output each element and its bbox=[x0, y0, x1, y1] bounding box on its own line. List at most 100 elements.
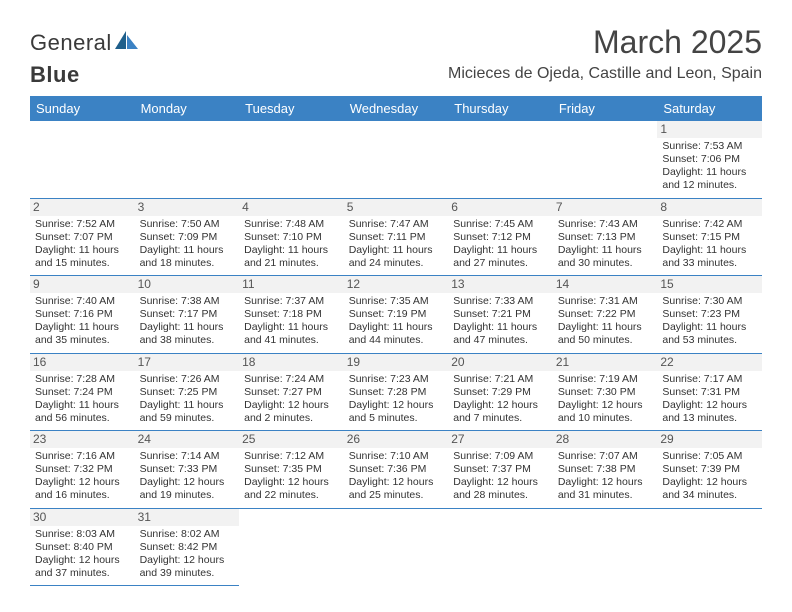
day-number: 19 bbox=[344, 354, 449, 371]
sunrise-line: Sunrise: 7:24 AM bbox=[244, 373, 339, 386]
sunrise-line: Sunrise: 7:35 AM bbox=[349, 295, 444, 308]
sunset-line: Sunset: 7:29 PM bbox=[453, 386, 548, 399]
daylight-line: Daylight: 12 hours and 28 minutes. bbox=[453, 476, 548, 502]
day-number: 23 bbox=[30, 431, 135, 448]
sunrise-line: Sunrise: 7:17 AM bbox=[662, 373, 757, 386]
day-number: 9 bbox=[30, 276, 135, 293]
sunset-line: Sunset: 7:17 PM bbox=[140, 308, 235, 321]
day-cell: 8Sunrise: 7:42 AMSunset: 7:15 PMDaylight… bbox=[657, 198, 762, 276]
day-number: 1 bbox=[657, 121, 762, 138]
day-cell: 21Sunrise: 7:19 AMSunset: 7:30 PMDayligh… bbox=[553, 353, 658, 431]
sunrise-line: Sunrise: 7:42 AM bbox=[662, 218, 757, 231]
day-header: Tuesday bbox=[239, 96, 344, 121]
day-number: 7 bbox=[553, 199, 658, 216]
empty-cell bbox=[239, 121, 344, 198]
sunrise-line: Sunrise: 7:28 AM bbox=[35, 373, 130, 386]
day-cell: 3Sunrise: 7:50 AMSunset: 7:09 PMDaylight… bbox=[135, 198, 240, 276]
empty-cell bbox=[448, 121, 553, 198]
day-number: 10 bbox=[135, 276, 240, 293]
day-number: 11 bbox=[239, 276, 344, 293]
sunset-line: Sunset: 7:13 PM bbox=[558, 231, 653, 244]
day-cell: 14Sunrise: 7:31 AMSunset: 7:22 PMDayligh… bbox=[553, 276, 658, 354]
sunset-line: Sunset: 7:21 PM bbox=[453, 308, 548, 321]
day-header: Thursday bbox=[448, 96, 553, 121]
daylight-line: Daylight: 12 hours and 39 minutes. bbox=[140, 554, 235, 580]
sunrise-line: Sunrise: 7:33 AM bbox=[453, 295, 548, 308]
day-number: 6 bbox=[448, 199, 553, 216]
day-number: 30 bbox=[30, 509, 135, 526]
sunset-line: Sunset: 7:35 PM bbox=[244, 463, 339, 476]
sunrise-line: Sunrise: 7:48 AM bbox=[244, 218, 339, 231]
sunrise-line: Sunrise: 7:07 AM bbox=[558, 450, 653, 463]
logo: GeneralBlue bbox=[30, 30, 140, 88]
daylight-line: Daylight: 12 hours and 10 minutes. bbox=[558, 399, 653, 425]
sunset-line: Sunset: 7:27 PM bbox=[244, 386, 339, 399]
logo-text: GeneralBlue bbox=[30, 30, 140, 88]
sunset-line: Sunset: 7:09 PM bbox=[140, 231, 235, 244]
sunset-line: Sunset: 7:11 PM bbox=[349, 231, 444, 244]
day-header: Wednesday bbox=[344, 96, 449, 121]
day-number: 24 bbox=[135, 431, 240, 448]
day-cell: 29Sunrise: 7:05 AMSunset: 7:39 PMDayligh… bbox=[657, 431, 762, 509]
daylight-line: Daylight: 11 hours and 18 minutes. bbox=[140, 244, 235, 270]
day-header: Friday bbox=[553, 96, 658, 121]
day-cell: 24Sunrise: 7:14 AMSunset: 7:33 PMDayligh… bbox=[135, 431, 240, 509]
day-cell: 31 Sunrise: 8:02 AMSunset: 8:42 PMDayligh… bbox=[135, 508, 240, 586]
sunrise-line: Sunrise: 7:47 AM bbox=[349, 218, 444, 231]
calendar-row: 1Sunrise: 7:53 AMSunset: 7:06 PMDaylight… bbox=[30, 121, 762, 198]
daylight-line: Daylight: 12 hours and 5 minutes. bbox=[349, 399, 444, 425]
empty-cell bbox=[448, 508, 553, 586]
day-number: 3 bbox=[135, 199, 240, 216]
daylight-line: Daylight: 11 hours and 12 minutes. bbox=[662, 166, 757, 192]
sunset-line: Sunset: 7:06 PM bbox=[662, 153, 757, 166]
calendar-row: 23Sunrise: 7:16 AMSunset: 7:32 PMDayligh… bbox=[30, 431, 762, 509]
sunrise-line: Sunrise: 7:37 AM bbox=[244, 295, 339, 308]
logo-text-2: Blue bbox=[30, 62, 80, 87]
calendar-row: 30Sunrise: 8:03 AMSunset: 8:40 PMDayligh… bbox=[30, 508, 762, 586]
calendar-row: 2Sunrise: 7:52 AMSunset: 7:07 PMDaylight… bbox=[30, 198, 762, 276]
empty-cell bbox=[30, 121, 135, 198]
day-cell: 7Sunrise: 7:43 AMSunset: 7:13 PMDaylight… bbox=[553, 198, 658, 276]
daylight-line: Daylight: 12 hours and 7 minutes. bbox=[453, 399, 548, 425]
day-number: 22 bbox=[657, 354, 762, 371]
sunrise-line: Sunrise: 7:19 AM bbox=[558, 373, 653, 386]
daylight-line: Daylight: 12 hours and 19 minutes. bbox=[140, 476, 235, 502]
sunset-line: Sunset: 7:36 PM bbox=[349, 463, 444, 476]
day-number: 2 bbox=[30, 199, 135, 216]
daylight-line: Daylight: 11 hours and 44 minutes. bbox=[349, 321, 444, 347]
sunrise-line: Sunrise: 8:02 AM bbox=[140, 528, 235, 541]
title-block: March 2025 Micieces de Ojeda, Castille a… bbox=[448, 24, 762, 83]
day-number: 8 bbox=[657, 199, 762, 216]
empty-cell bbox=[657, 508, 762, 586]
day-cell: 18Sunrise: 7:24 AMSunset: 7:27 PMDayligh… bbox=[239, 353, 344, 431]
sunset-line: Sunset: 8:42 PM bbox=[140, 541, 235, 554]
daylight-line: Daylight: 11 hours and 56 minutes. bbox=[35, 399, 130, 425]
sunset-line: Sunset: 7:32 PM bbox=[35, 463, 130, 476]
day-cell: 6Sunrise: 7:45 AMSunset: 7:12 PMDaylight… bbox=[448, 198, 553, 276]
daylight-line: Daylight: 11 hours and 47 minutes. bbox=[453, 321, 548, 347]
day-number: 4 bbox=[239, 199, 344, 216]
sunset-line: Sunset: 8:40 PM bbox=[35, 541, 130, 554]
day-header-row: SundayMondayTuesdayWednesdayThursdayFrid… bbox=[30, 96, 762, 121]
sunset-line: Sunset: 7:38 PM bbox=[558, 463, 653, 476]
day-cell: 11Sunrise: 7:37 AMSunset: 7:18 PMDayligh… bbox=[239, 276, 344, 354]
daylight-line: Daylight: 12 hours and 37 minutes. bbox=[35, 554, 130, 580]
day-number: 31 bbox=[135, 509, 240, 526]
day-number: 16 bbox=[30, 354, 135, 371]
daylight-line: Daylight: 11 hours and 21 minutes. bbox=[244, 244, 339, 270]
daylight-line: Daylight: 11 hours and 30 minutes. bbox=[558, 244, 653, 270]
daylight-line: Daylight: 11 hours and 33 minutes. bbox=[662, 244, 757, 270]
empty-cell bbox=[344, 508, 449, 586]
day-cell: 23Sunrise: 7:16 AMSunset: 7:32 PMDayligh… bbox=[30, 431, 135, 509]
sunset-line: Sunset: 7:25 PM bbox=[140, 386, 235, 399]
sunset-line: Sunset: 7:18 PM bbox=[244, 308, 339, 321]
sunset-line: Sunset: 7:33 PM bbox=[140, 463, 235, 476]
daylight-line: Daylight: 12 hours and 13 minutes. bbox=[662, 399, 757, 425]
day-number: 29 bbox=[657, 431, 762, 448]
daylight-line: Daylight: 11 hours and 38 minutes. bbox=[140, 321, 235, 347]
day-number: 25 bbox=[239, 431, 344, 448]
daylight-line: Daylight: 12 hours and 31 minutes. bbox=[558, 476, 653, 502]
daylight-line: Daylight: 11 hours and 27 minutes. bbox=[453, 244, 548, 270]
sunrise-line: Sunrise: 7:31 AM bbox=[558, 295, 653, 308]
day-header: Sunday bbox=[30, 96, 135, 121]
